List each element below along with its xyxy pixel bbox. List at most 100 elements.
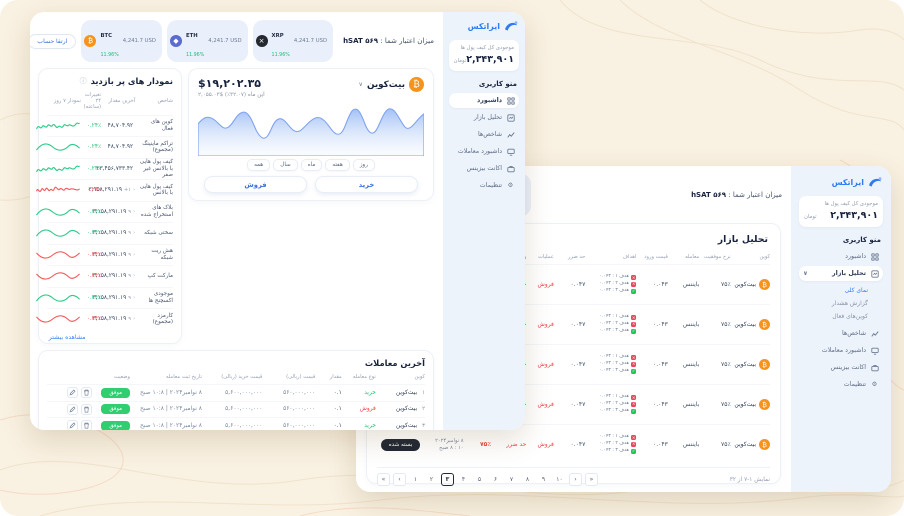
trade-row[interactable]: ۱ بیت‌کوین خرید ۰.۱ ۵۶۰,۰۰۰,۰۰۰ ۵,۶۰۰,۰۰۰… — [46, 384, 425, 401]
front-sidebar: ایراتکس موجودی کل کیف پول ها ۲,۳۴۳,۹۰۱ ت… — [443, 12, 525, 430]
sidebar-item-dashboard[interactable]: داشبورد — [799, 249, 883, 264]
sidebar-item-settings[interactable]: ⚙ تنظیمات — [799, 377, 883, 392]
sparkline-chart — [36, 205, 81, 219]
sidebar-item-business-account[interactable]: اکانت بیزینس — [449, 161, 519, 176]
popular-chart-row[interactable]: موجودی اکسچنج ها ‹ ۹ ۳,۱۵۸,۲۹۱.۱۹ ۰.۲۴٪ — [36, 286, 173, 309]
pagination-page-۷[interactable]: ۷ — [509, 476, 514, 483]
popular-view-more-link[interactable]: مشاهده بیشتر — [48, 333, 86, 341]
pagination-page-۴[interactable]: ۴ — [461, 476, 466, 483]
back-sidebar: ایراتکس موجودی کل کیف پول ها ۲,۳۴۳,۹۰۱ ت… — [791, 166, 891, 492]
buy-button[interactable]: خرید — [315, 176, 418, 193]
range-month[interactable]: ماه — [300, 159, 323, 171]
sparkline-chart — [36, 291, 81, 305]
sidebar-item-trades-dashboard[interactable]: داشبورد معاملات — [449, 144, 519, 159]
market-analysis-row[interactable]: ₿ بیت‌کوین ۷۵٪ بایننس ۰.۰۴۳ × هدف ۱ : ۰.۰… — [377, 424, 770, 464]
ticker-eth[interactable]: ◆ ETH 11.96% 4,241.7 USD — [167, 20, 248, 62]
upgrade-account-button[interactable]: ارتقا حساب — [30, 33, 77, 49]
price-area-chart[interactable] — [198, 102, 424, 156]
ticker-change: 11.96% — [100, 53, 119, 58]
coin-selector[interactable]: ₿ بیت‌کوین ∨ — [359, 77, 424, 92]
target-status-icon: ✓ — [630, 448, 637, 455]
ticker-btc[interactable]: ₿ BTC 11.96% 4,241.7 USD — [81, 20, 162, 62]
edit-button[interactable] — [67, 420, 79, 430]
sidebar-item-market-analysis[interactable]: تحلیل بازار — [449, 110, 519, 125]
popular-chart-row[interactable]: تراکم ماینینگ (مجموع) ۴۸,۷۰۴.۹۲ ۰.۲۴٪ — [36, 136, 173, 158]
pagination-page-۱۰[interactable]: ۱۰ — [556, 476, 563, 483]
eth-icon: ◆ — [170, 35, 182, 47]
wallet-balance-card: موجودی کل کیف پول ها ۲,۳۴۳,۹۰۱ تومان — [449, 40, 519, 71]
popular-chart-row[interactable]: کیف پول هایی با بالانس غیر صفر ۲۳,۴۵۶,۷۳… — [36, 157, 173, 180]
index-change: ۰.۲۴٪ — [86, 144, 102, 151]
edit-button[interactable] — [67, 403, 79, 415]
submenu-item-active-coins[interactable]: کوین‌های فعال — [832, 313, 868, 320]
line-chart-icon — [506, 130, 515, 139]
sell-button[interactable]: فروش — [204, 176, 307, 193]
target-status-icon: × — [630, 314, 637, 321]
popular-chart-row[interactable]: بلاک های استخراج شده ‹ ۹ ۳,۱۵۸,۲۹۱.۱۹ ۰.… — [36, 200, 173, 223]
sidebar-item-indices[interactable]: شاخص‌ها — [799, 326, 883, 341]
pagination-last-button[interactable]: » — [585, 473, 598, 486]
bitcoin-icon: ₿ — [84, 35, 97, 47]
pagination-next-button[interactable]: › — [569, 473, 582, 486]
pagination-page-۲[interactable]: ۲ — [429, 476, 434, 483]
sidebar-item-indices[interactable]: شاخص‌ها — [449, 127, 519, 142]
pagination-page-۵[interactable]: ۵ — [477, 476, 482, 483]
brand-logo[interactable]: ایراتکس — [449, 19, 519, 33]
wallet-balance-label: موجودی کل کیف پول ها — [460, 45, 514, 51]
entry-price: ۰.۰۴۳ — [653, 441, 668, 448]
popular-chart-row[interactable]: کیف پول هایی با بالانس ‹ ۱+ ۳,۱۵۸,۲۹۱.۱۹… — [36, 179, 173, 201]
trade-date: ۸ نوامبر۲۰۲۴ | ۱۰:۸ صبح — [140, 406, 202, 413]
market-table-footer: نمایش ۱-۷ از ۳۲ « ‹ ۱ ۲ ۳ ۴ ۵ ۶ ۷ ۸ ۹ ۱۰ › » — [377, 467, 770, 486]
pagination-page-۱[interactable]: ۱ — [413, 476, 418, 483]
range-day[interactable]: روز — [352, 159, 375, 171]
pagination-page-۳[interactable]: ۳ — [441, 473, 454, 486]
brand-name: ایراتکس — [467, 21, 500, 31]
credit-balance: میزان اعتبار شما : ۵۶۹ hSAT — [343, 37, 434, 45]
popular-chart-row[interactable]: مارکت کپ ‹ ۹ ۳,۱۵۸,۲۹۱.۱۹ ۰.۲۴٪ — [36, 265, 173, 287]
index-name: موجودی اکسچنج ها — [148, 291, 173, 304]
index-value: ‹ ۹ ۳,۱۵۸,۲۹۱.۱۹ — [92, 294, 136, 301]
delete-button[interactable] — [81, 403, 93, 415]
popular-chart-row[interactable]: سختی شبکه ‹ ۹ ۳,۱۵۸,۲۹۱.۱۹ ۰.۲۴٪ — [36, 222, 173, 244]
sidebar-item-trades-dashboard[interactable]: داشبورد معاملات — [799, 343, 883, 358]
edit-button[interactable] — [67, 387, 79, 399]
pagination-page-۶[interactable]: ۶ — [493, 476, 498, 483]
submenu-item-alert-report[interactable]: گزارش هشدار — [831, 300, 868, 307]
ticker-xrp[interactable]: × XRP 11.96% 4,241.7 USD — [252, 20, 334, 62]
target-status-icon: × — [630, 401, 637, 408]
sidebar-item-dashboard[interactable]: داشبورد — [449, 93, 519, 108]
range-year[interactable]: سال — [273, 159, 298, 171]
target-line: × هدف ۲ : ۰.۰۴۳ — [599, 321, 637, 328]
pagination-first-button[interactable]: « — [377, 473, 390, 486]
range-week[interactable]: هفته — [325, 159, 350, 171]
sidebar-item-settings[interactable]: ⚙ تنظیمات — [449, 178, 519, 193]
trade-amount: ۰.۱ — [333, 406, 342, 413]
info-icon[interactable]: ⓘ — [79, 77, 87, 85]
popular-chart-row[interactable]: کارمزد (مجموع) ‹ ۹ ۳,۱۵۸,۲۹۱.۱۹ ۰.۲۴٪ — [36, 308, 173, 330]
brand-logo[interactable]: ایراتکس — [799, 175, 883, 189]
time-range-selector: روز هفته ماه سال همه — [198, 159, 424, 171]
trade-buy-price: ۵,۶۰۰,۰۰۰,۰۰۰ — [225, 389, 263, 396]
coin-name: بیت‌کوین — [734, 441, 756, 448]
trade-type: خرید — [364, 389, 376, 396]
popular-chart-row[interactable]: هش ریت شبکه ‹ ۹ ۳,۱۵۸,۲۹۱.۱۹ ۰.۲۴٪ — [36, 243, 173, 266]
sidebar-item-market-analysis[interactable]: تحلیل بازار ∨ — [799, 266, 883, 281]
submenu-item-overview[interactable]: نمای کلی — [844, 287, 868, 294]
popular-charts-card: نمودار های پر بازدید ⓘ شاخص آخرین مقدار … — [36, 68, 182, 344]
chevron-left-icon: ‹ — [132, 208, 136, 215]
delete-button[interactable] — [81, 387, 93, 399]
delete-button[interactable] — [81, 420, 93, 430]
trade-platform: بایننس — [682, 441, 700, 448]
sparkline-chart — [36, 183, 81, 197]
target-line: ✓ هدف ۳ : ۰.۰۴۳ — [599, 287, 637, 295]
popular-chart-row[interactable]: کوین های فعال ۴۸,۷۰۴.۹۲ ۰.۲۴٪ — [36, 114, 173, 137]
trade-row[interactable]: ۳ بیت‌کوین خرید ۰.۱ ۵۶۰,۰۰۰,۰۰۰ ۵,۶۰۰,۰۰۰… — [46, 417, 425, 430]
pagination-prev-button[interactable]: ‹ — [393, 473, 406, 486]
pagination-page-۹[interactable]: ۹ — [541, 476, 546, 483]
pagination-page-۸[interactable]: ۸ — [525, 476, 530, 483]
trades-table-header: کوین نوع معامله مقدار قیمت (ریالی) قیمت خر… — [113, 374, 425, 380]
sidebar-item-business-account[interactable]: اکانت بیزینس — [799, 360, 883, 375]
trade-row[interactable]: ۲ بیت‌کوین فروش ۰.۱ ۵۶۰,۰۰۰,۰۰۰ ۵,۶۰۰,۰۰۰… — [46, 400, 425, 418]
range-all[interactable]: همه — [247, 159, 271, 171]
